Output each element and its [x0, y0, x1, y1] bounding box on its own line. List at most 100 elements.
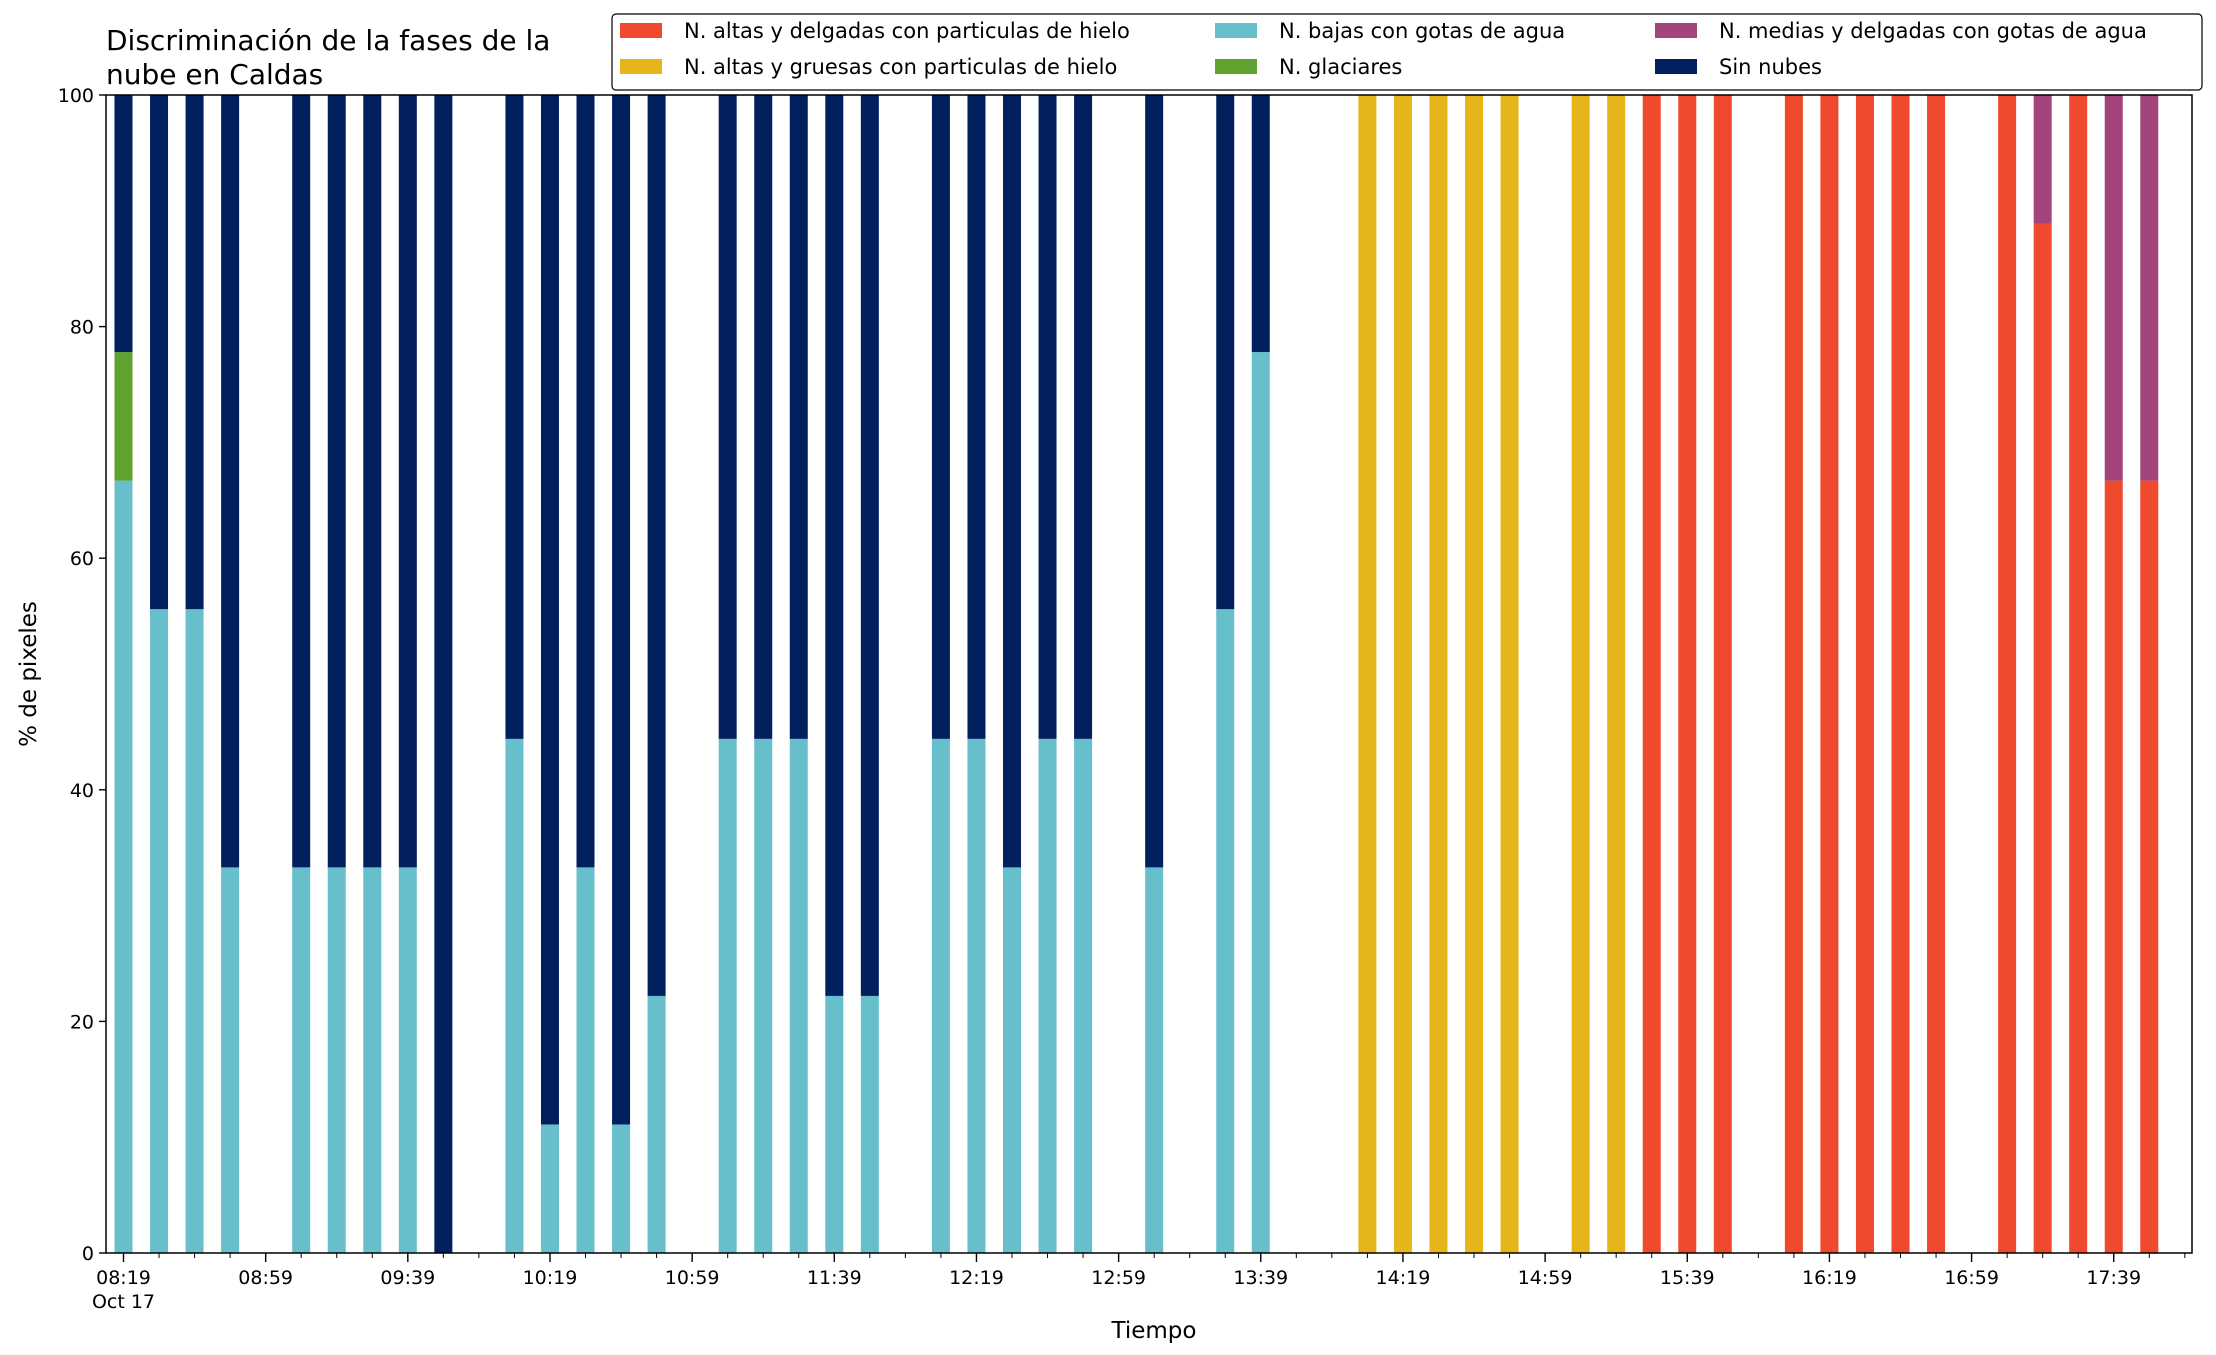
- y-tick-label-100: 100: [58, 85, 94, 107]
- x-axis-label: Tiempo: [1111, 1318, 1197, 1344]
- chart-title-line-1: Discriminación de la fases de la: [106, 24, 550, 57]
- bar-segment-0909-series-2: [292, 867, 311, 1253]
- bar-segment-1039-series-2: [612, 1124, 631, 1253]
- bar-segment-1149-series-5: [860, 95, 879, 996]
- y-axis: 0 20 40 60 80 100: [58, 85, 106, 1265]
- bar-segment-1019-series-5: [540, 95, 559, 1125]
- x-tick-label-1419: 14:19: [1376, 1267, 1431, 1289]
- bar-segment-1749-series-4: [2140, 95, 2159, 481]
- bar-segment-1649-series-0: [1927, 95, 1946, 1253]
- x-tick-label-1459: 14:59: [1518, 1267, 1573, 1289]
- bar-segment-1539-series-0: [1678, 95, 1697, 1253]
- bar-segment-1609-series-0: [1784, 95, 1803, 1253]
- bar-segment-1019-series-2: [540, 1124, 559, 1253]
- legend-swatch-3: [1215, 59, 1257, 74]
- bar-segment-0819-series-3: [114, 352, 133, 481]
- bar-segment-1209-series-2: [931, 738, 950, 1253]
- bar-segment-1549-series-0: [1713, 95, 1732, 1253]
- bar-segment-1129-series-5: [789, 95, 808, 739]
- bar-segment-1039-series-5: [612, 95, 631, 1125]
- bar-segment-1219-series-5: [967, 95, 986, 739]
- x-date-label: Oct 17: [92, 1291, 155, 1313]
- legend-label-4: N. medias y delgadas con gotas de agua: [1719, 19, 2147, 43]
- bars-layer: [114, 95, 2159, 1254]
- x-tick-label-1059: 10:59: [665, 1267, 720, 1289]
- x-tick-label-0819: 08:19: [96, 1267, 151, 1289]
- y-tick-label-60: 60: [70, 548, 94, 570]
- bar-segment-1719-series-4: [2033, 95, 2052, 224]
- legend-swatch-1: [620, 59, 662, 74]
- bar-segment-1629-series-0: [1855, 95, 1874, 1253]
- bar-segment-1119-series-2: [754, 738, 773, 1253]
- legend-label-0: N. altas y delgadas con particulas de hi…: [684, 19, 1130, 43]
- bar-segment-1209-series-5: [931, 95, 950, 739]
- bar-segment-1029-series-2: [576, 867, 595, 1253]
- y-tick-label-40: 40: [70, 780, 94, 802]
- bar-segment-1339-series-5: [1251, 95, 1270, 353]
- bar-segment-1239-series-5: [1038, 95, 1057, 739]
- bar-segment-1229-series-2: [1003, 867, 1021, 1253]
- bar-segment-1639-series-0: [1891, 95, 1910, 1253]
- bar-segment-1409-series-1: [1358, 95, 1377, 1253]
- bar-segment-1709-series-0: [1998, 95, 2017, 1253]
- x-tick-label-1139: 11:39: [807, 1267, 862, 1289]
- bar-segment-1329-series-2: [1216, 609, 1235, 1253]
- bar-segment-1419-series-1: [1393, 95, 1412, 1253]
- bar-segment-1109-series-2: [718, 738, 737, 1253]
- x-tick-label-1539: 15:39: [1660, 1267, 1715, 1289]
- plot-area: [105, 94, 2193, 1254]
- x-tick-label-0939: 09:39: [380, 1267, 435, 1289]
- bar-segment-1049-series-2: [647, 995, 666, 1253]
- bar-segment-0939-series-5: [398, 95, 417, 868]
- legend-label-1: N. altas y gruesas con particulas de hie…: [684, 55, 1117, 79]
- bar-segment-1439-series-1: [1465, 95, 1484, 1253]
- chart-title: Discriminación de la fases de la nube en…: [106, 24, 559, 91]
- bar-segment-1009-series-5: [505, 95, 524, 739]
- legend-entries: N. altas y delgadas con particulas de hi…: [620, 19, 2147, 79]
- x-tick-label-1019: 10:19: [523, 1267, 578, 1289]
- bar-segment-1619-series-0: [1820, 95, 1839, 1253]
- legend-swatch-0: [620, 23, 662, 38]
- bar-segment-1719-series-0: [2033, 223, 2052, 1253]
- bar-segment-0849-series-5: [221, 95, 240, 868]
- bar-segment-0819-series-2: [114, 480, 133, 1253]
- x-tick-label-1339: 13:39: [1233, 1267, 1288, 1289]
- bar-segment-1139-series-5: [825, 95, 844, 996]
- x-tick-label-1219: 12:19: [949, 1267, 1004, 1289]
- bar-segment-0939-series-2: [398, 867, 417, 1253]
- bar-segment-1739-series-0: [2104, 480, 2123, 1253]
- bar-segment-1249-series-2: [1074, 738, 1093, 1253]
- bar-segment-0949-series-5: [434, 95, 453, 1253]
- bar-segment-1729-series-0: [2069, 95, 2088, 1253]
- bar-segment-0829-series-2: [150, 609, 169, 1253]
- bar-segment-0849-series-2: [221, 867, 240, 1253]
- x-tick-label-0859: 08:59: [238, 1267, 293, 1289]
- bar-segment-1219-series-2: [967, 738, 986, 1253]
- x-tick-label-1659: 16:59: [1944, 1267, 1999, 1289]
- bar-segment-1149-series-2: [860, 995, 879, 1253]
- bar-segment-1119-series-5: [754, 95, 773, 739]
- legend-swatch-5: [1655, 59, 1697, 74]
- bar-segment-1339-series-2: [1251, 352, 1270, 1254]
- bar-segment-1129-series-2: [789, 738, 808, 1253]
- bar-segment-1239-series-2: [1038, 738, 1057, 1253]
- legend-label-3: N. glaciares: [1279, 55, 1402, 79]
- legend-label-5: Sin nubes: [1719, 55, 1822, 79]
- bar-segment-1029-series-5: [576, 95, 595, 868]
- bar-segment-1509-series-1: [1571, 95, 1590, 1253]
- bar-segment-1749-series-0: [2140, 480, 2159, 1253]
- bar-segment-1519-series-1: [1607, 95, 1626, 1253]
- x-tick-label-1619: 16:19: [1802, 1267, 1857, 1289]
- bar-segment-0819-series-5: [114, 95, 133, 353]
- bar-segment-1229-series-5: [1003, 95, 1021, 868]
- plot-frame: [105, 94, 2193, 1254]
- y-tick-label-0: 0: [82, 1243, 94, 1265]
- bar-segment-0919-series-5: [327, 95, 346, 868]
- x-tick-label-1739: 17:39: [2086, 1267, 2141, 1289]
- legend-swatch-4: [1655, 23, 1697, 38]
- bar-segment-0929-series-5: [363, 95, 382, 868]
- bar-segment-1049-series-5: [647, 95, 666, 996]
- legend-swatch-2: [1215, 23, 1257, 38]
